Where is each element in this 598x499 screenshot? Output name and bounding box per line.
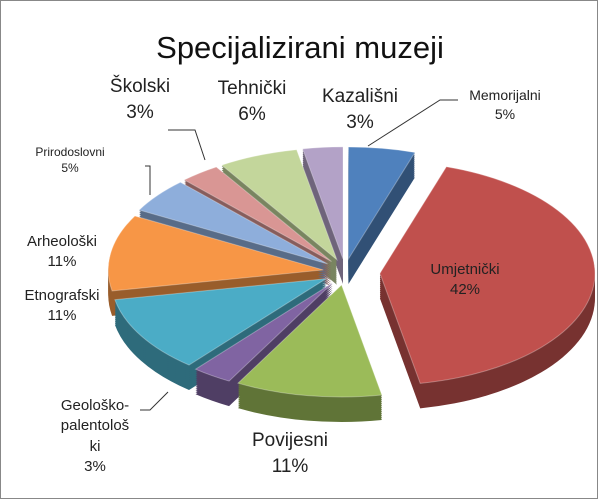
data-label: Etnografski 11% [7, 286, 117, 327]
slice [114, 278, 327, 366]
category-label: Etnografski [24, 287, 100, 304]
slice [347, 146, 416, 261]
leader-line [367, 99, 458, 147]
slice [379, 166, 596, 384]
data-label: Povijesni 11% [225, 428, 355, 479]
value-label: 3% [84, 457, 106, 475]
leader-line [145, 165, 151, 195]
slice [237, 284, 383, 398]
value-label: 6% [238, 103, 266, 125]
leader-line [140, 391, 169, 411]
slice-group [107, 215, 324, 316]
leader-line [168, 129, 206, 161]
value-label: 3% [126, 101, 154, 123]
category-label: Tehnički [217, 78, 287, 99]
pie [107, 146, 596, 423]
value-label: 3% [346, 111, 374, 133]
category-label: Arheološki [26, 233, 98, 250]
value-label: 11% [47, 307, 77, 325]
value-label: 11% [47, 253, 77, 271]
slice-group [114, 278, 327, 391]
slice-group [347, 146, 416, 284]
data-label: Geološko-palentološki 3% [58, 396, 132, 477]
slice [194, 282, 333, 382]
data-label: Prirodoslovni 5% [10, 144, 130, 176]
slice-group [237, 284, 383, 423]
category-label: Memorijalni [469, 87, 541, 103]
category-label: Povijesni [251, 430, 329, 451]
data-label: Umjetnički 42% [415, 260, 515, 301]
category-label: Geološko-palentološki [60, 397, 130, 455]
value-label: 5% [61, 161, 79, 176]
slice [138, 181, 328, 265]
slice-group [379, 166, 596, 409]
category-label: Prirodoslovni [35, 145, 105, 159]
value-label: 5% [494, 105, 516, 122]
slice-group [301, 146, 344, 284]
slice-group [194, 282, 333, 407]
slice [220, 149, 339, 262]
slice [301, 146, 344, 260]
data-label: Arheološki 11% [7, 232, 117, 273]
data-label: Tehnički 6% [202, 76, 302, 127]
slice [183, 166, 332, 263]
value-label: 42% [449, 281, 481, 299]
category-label: Umjetnički [430, 261, 500, 278]
category-label: Kazališni [321, 86, 399, 107]
value-label: 11% [271, 455, 309, 477]
slice [107, 215, 324, 292]
data-label: Kazališni 3% [305, 84, 415, 135]
data-label: Memorijalni 5% [465, 86, 545, 124]
category-label: Školski [109, 76, 171, 97]
data-label: Školski 3% [90, 74, 190, 125]
chart-title: Specijalizirani muzeji [156, 30, 444, 65]
